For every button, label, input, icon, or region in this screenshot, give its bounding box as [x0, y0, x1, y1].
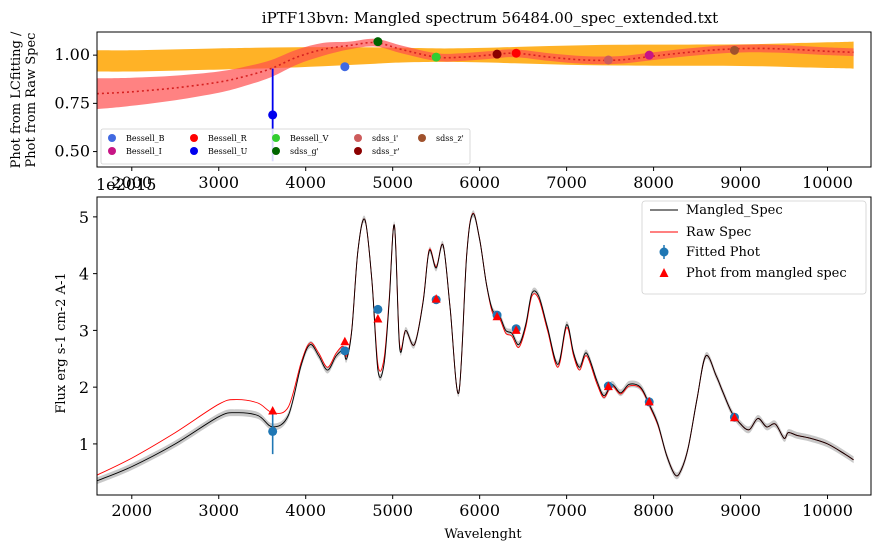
- bottom-xtick-label: 3000: [198, 501, 239, 520]
- top-legend: Bessell_B Bessell_I Bessell_R Bessell_U Bess…: [100, 128, 471, 165]
- top-xtick-label: 9000: [720, 173, 761, 192]
- top-xtick-label: 3000: [198, 173, 239, 192]
- bottom-ytick-label: 3: [79, 321, 89, 340]
- top-legend-label: Bessell_V: [290, 134, 329, 143]
- bottom-xtick-label: 8000: [633, 501, 674, 520]
- top-ylabel-line2: Phot from Raw Spec: [24, 33, 39, 168]
- top-xtick-label: 10000: [802, 173, 853, 192]
- bottom-ytick-label: 1: [79, 435, 89, 454]
- top-legend-marker: [190, 147, 198, 155]
- top-xtick-label: 6000: [459, 173, 500, 192]
- top-y-ticks: 0.50 0.75 1.00: [54, 45, 97, 161]
- bottom-ytick-label: 5: [79, 208, 89, 227]
- mangled-phot-marker: [492, 311, 502, 321]
- top-legend-label: Bessell_B: [126, 134, 165, 143]
- top-legend-marker: [108, 147, 116, 155]
- bottom-xtick-label: 5000: [372, 501, 413, 520]
- top-xtick-label: 7000: [546, 173, 587, 192]
- top-legend-label: sdss_z': [436, 134, 464, 143]
- bottom-xlabel: Wavelenght: [444, 527, 522, 542]
- top-offset-text: 1e2015: [96, 175, 156, 194]
- bottom-axes-frame: [96, 196, 872, 496]
- top-point-Bessell_U: [268, 110, 278, 120]
- bottom-xtick-label: 10000: [802, 501, 853, 520]
- top-legend-label: sdss_i': [372, 134, 398, 143]
- mangled-phot-marker: [340, 336, 350, 346]
- bottom-ylabel: Flux erg s-1 cm-2 A-1: [54, 272, 69, 413]
- top-xtick-label: 8000: [633, 173, 674, 192]
- mangled-phot-marker: [644, 396, 654, 406]
- top-ylabel-line1: Phot from LCfitting /: [9, 31, 24, 168]
- top-point-Bessell_V: [431, 52, 441, 62]
- bottom-xtick-label: 6000: [459, 501, 500, 520]
- top-point-sdss_g': [373, 37, 383, 47]
- mangled-phot-marker: [729, 412, 739, 422]
- top-legend-label: sdss_g': [290, 147, 319, 156]
- top-ratio-curve: [96, 41, 854, 95]
- bottom-panel: Flux erg s-1 cm-2 A-1 Wavelenght 2000 300…: [54, 196, 872, 542]
- top-plot-area: [96, 37, 854, 162]
- top-xtick-label: 4000: [285, 173, 326, 192]
- mangled-phot-marker: [431, 294, 441, 303]
- top-legend-marker: [354, 147, 362, 155]
- top-legend-marker: [190, 134, 198, 142]
- fitted-phot-point: [373, 304, 383, 314]
- bottom-xtick-label: 4000: [285, 501, 326, 520]
- top-panel: iPTF13bvn: Mangled spectrum 56484.00_spe…: [9, 9, 872, 194]
- top-legend-label: sdss_r': [372, 147, 399, 156]
- top-point-sdss_z': [729, 45, 739, 55]
- top-point-sdss_r': [492, 49, 502, 59]
- top-xtick-label: 2000: [111, 173, 152, 192]
- top-legend-label: Bessell_R: [208, 134, 248, 143]
- top-legend-marker: [272, 134, 280, 142]
- top-chart-title: iPTF13bvn: Mangled spectrum 56484.00_spe…: [262, 9, 718, 27]
- bottom-legend-label: Fitted Phot: [686, 245, 761, 260]
- bottom-legend-box: [641, 200, 867, 295]
- top-legend-marker: [418, 134, 426, 142]
- top-point-Bessell_B: [340, 62, 350, 72]
- top-axes-frame: [96, 31, 872, 168]
- bottom-legend-label: Mangled_Spec: [686, 203, 783, 218]
- legend-fitted-swatch: [659, 247, 669, 257]
- top-point-Bessell_I: [644, 50, 654, 60]
- top-ytick-label: 0.50: [54, 142, 90, 161]
- legend-mangled-phot-swatch: [659, 268, 669, 277]
- top-red-band: [97, 38, 854, 110]
- bottom-legend-label: Raw Spec: [686, 225, 751, 240]
- fitted-phot-point: [268, 426, 278, 436]
- top-legend-marker: [354, 134, 362, 142]
- bottom-xtick-label: 2000: [111, 501, 152, 520]
- top-point-sdss_i': [603, 55, 613, 65]
- top-ytick-label: 1.00: [54, 45, 90, 64]
- mangled-phot-marker: [268, 405, 278, 415]
- bottom-y-ticks: 1 2 3 4 5: [79, 208, 97, 454]
- bottom-x-ticks: 2000 3000 4000 5000 6000 7000 8000 9000 10000: [111, 495, 853, 520]
- top-point-Bessell_R: [511, 48, 521, 58]
- bottom-xtick-label: 7000: [546, 501, 587, 520]
- top-legend-label: Bessell_I: [126, 147, 162, 156]
- bottom-legend-label: Phot from mangled spec: [686, 266, 847, 281]
- top-legend-marker: [108, 134, 116, 142]
- mangled-phot-marker: [511, 325, 521, 334]
- top-legend-label: Bessell_U: [208, 147, 248, 156]
- top-xtick-label: 5000: [372, 173, 413, 192]
- top-legend-marker: [272, 147, 280, 155]
- fitted-phot-point: [340, 346, 350, 356]
- bottom-legend: Mangled_Spec Raw Spec Fitted Phot Phot from…: [641, 200, 867, 295]
- mangled-phot-marker: [603, 381, 613, 391]
- mangled-phot-marker: [373, 314, 383, 323]
- top-ytick-label: 0.75: [54, 93, 90, 112]
- top-x-ticks: 2000 3000 4000 5000 6000 7000 8000 9000 10000: [111, 167, 853, 192]
- bottom-ytick-label: 4: [79, 265, 89, 284]
- bottom-xtick-label: 9000: [720, 501, 761, 520]
- bottom-ytick-label: 2: [79, 378, 89, 397]
- bottom-plot-area: [96, 210, 854, 485]
